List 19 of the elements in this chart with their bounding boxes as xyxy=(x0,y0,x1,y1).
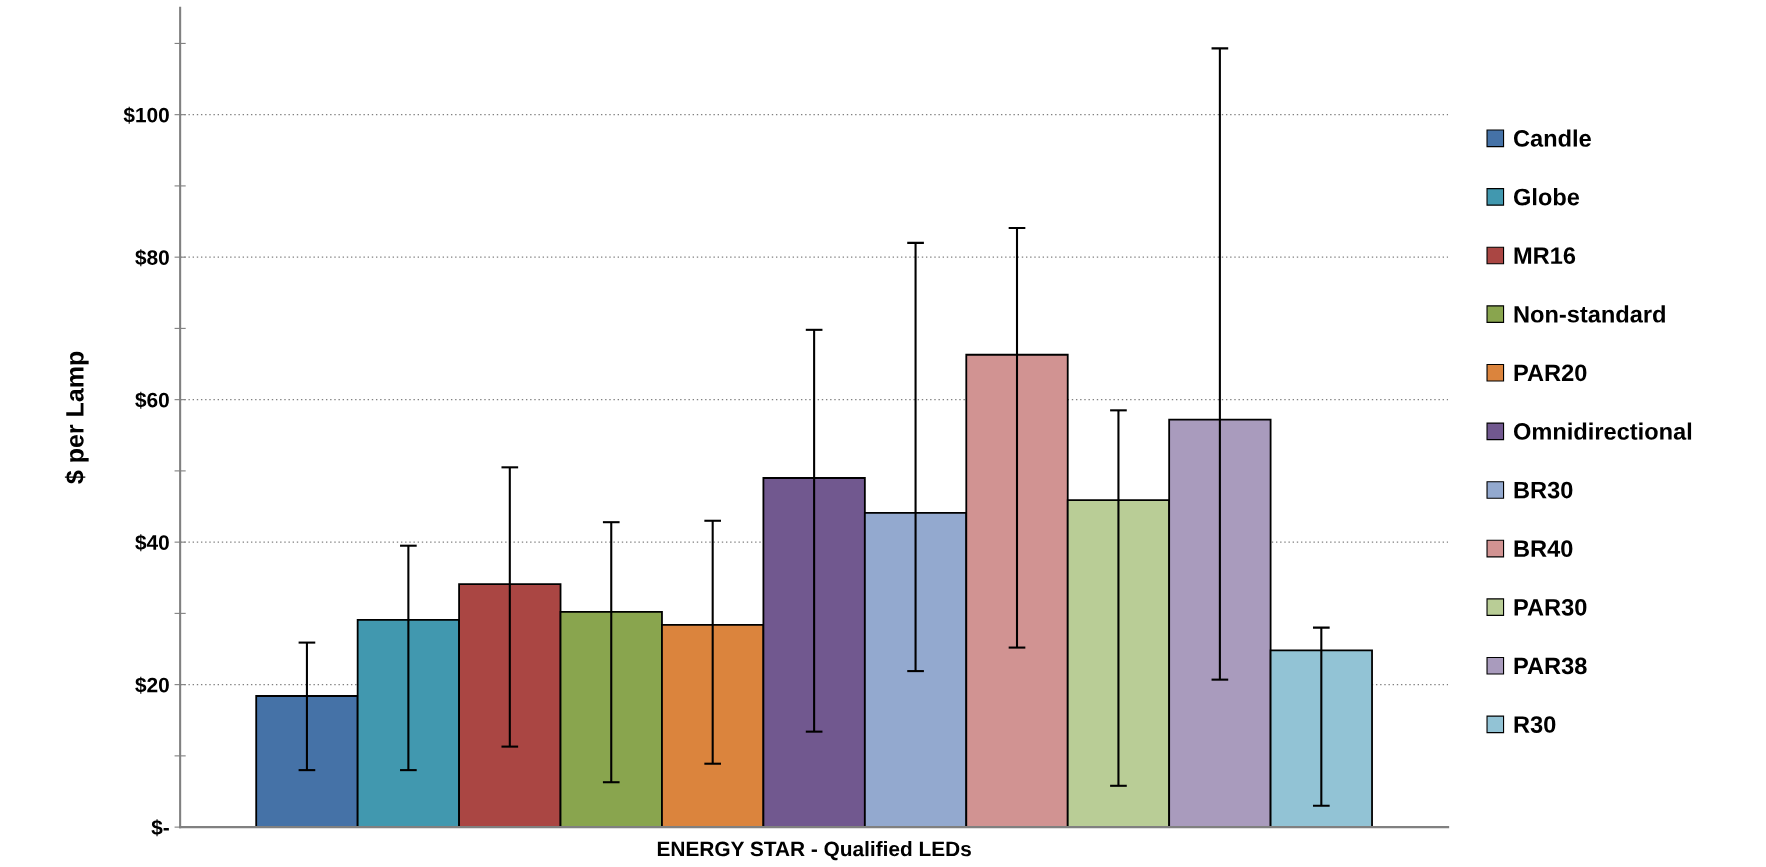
legend-label: Omnidirectional xyxy=(1513,422,1692,440)
legend-label: Non-standard xyxy=(1514,305,1665,323)
y-tick-label: $80 xyxy=(135,249,169,267)
legend-label: Candle xyxy=(1513,129,1591,147)
y-tick-label: $40 xyxy=(135,534,169,552)
y-tick-label: $100 xyxy=(123,106,169,124)
x-tick-label: ENERGY STAR - Qualified LEDs xyxy=(657,841,971,861)
y-tick-label: $60 xyxy=(135,391,169,409)
legend-label: R30 xyxy=(1514,716,1556,733)
legend-label: BR30 xyxy=(1514,481,1573,499)
legend-label: PAR20 xyxy=(1514,364,1587,382)
legend-label: PAR38 xyxy=(1514,657,1587,675)
y-axis-title: $ per Lamp xyxy=(64,351,89,484)
y-tick-label: $- xyxy=(151,819,169,837)
y-tick-label: $20 xyxy=(135,676,169,694)
legend-label: Globe xyxy=(1513,188,1580,206)
legend-label: MR16 xyxy=(1514,247,1576,265)
legend-label: BR40 xyxy=(1514,540,1573,558)
legend-label: PAR30 xyxy=(1514,598,1587,616)
